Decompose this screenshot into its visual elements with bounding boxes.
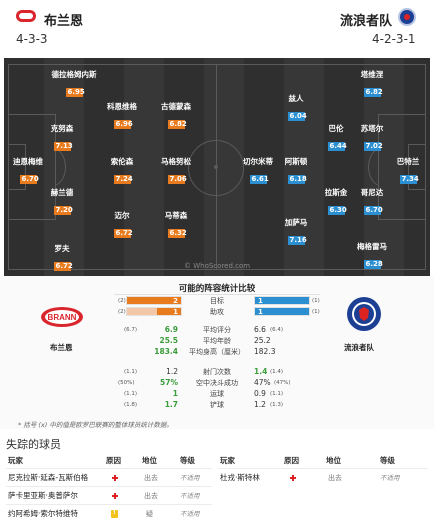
stat-row-goals: (2) 2 目标 1 (1) bbox=[118, 296, 320, 305]
player-rating: 7.13 bbox=[53, 142, 73, 151]
rangers-logo-icon bbox=[347, 297, 381, 331]
player-rating: 6.72 bbox=[113, 229, 133, 238]
home-player[interactable]: 科恩维格 6.96 bbox=[107, 102, 137, 129]
away-player[interactable]: 阿斯顿 6.18 bbox=[284, 157, 308, 184]
player-rating: 6.82 bbox=[167, 120, 187, 129]
player-rating: 7.02 bbox=[363, 142, 383, 151]
stat-row-height: 183.4 平均身高（厘米） 182.3 bbox=[154, 347, 276, 356]
home-formation: 4-3-3 bbox=[16, 32, 48, 46]
stat-row-dribbles: (1.1) 1 运球 0.9 (1.1) bbox=[124, 389, 284, 398]
player-rating: 6.72 bbox=[53, 262, 73, 271]
player-rating: 6.04 bbox=[287, 112, 307, 121]
away-player[interactable]: 拉斯金 6.30 bbox=[324, 188, 348, 215]
away-player[interactable]: 塔维涅 6.82 bbox=[360, 70, 384, 97]
player-rating: 6.32 bbox=[167, 229, 187, 238]
match-header: 布兰恩 4-3-3 流浪者队 4-2-3-1 bbox=[0, 0, 434, 58]
home-player[interactable]: 马蒂森 6.32 bbox=[164, 211, 188, 238]
svg-text:BRANN: BRANN bbox=[48, 313, 77, 322]
player-rating: 7.20 bbox=[53, 206, 73, 215]
away-player[interactable]: 切尔米蒂 6.61 bbox=[243, 157, 273, 184]
player-rating: 6.70 bbox=[19, 175, 39, 184]
away-player[interactable]: 梅格雷马 6.28 bbox=[357, 242, 387, 269]
missing-player-link[interactable]: 约阿希姆·索尔特维特 bbox=[8, 509, 78, 518]
table-row: 萨卡里亚斯·奥普萨尔 出去 不适用 bbox=[6, 486, 212, 504]
away-team-label: 流浪者队 bbox=[344, 343, 374, 352]
home-player[interactable]: 古德蒙森 6.82 bbox=[161, 102, 191, 129]
home-player[interactable]: 马格努松 7.06 bbox=[161, 157, 191, 184]
stat-row-age: 25.5 平均年龄 25.2 bbox=[159, 336, 271, 345]
home-player[interactable]: 德拉格姆内斯 6.95 bbox=[51, 70, 97, 97]
table-row: 约阿希姆·索尔特维特 疑 不适用 bbox=[6, 504, 212, 522]
away-player[interactable]: 加萨马 7.16 bbox=[284, 218, 308, 245]
player-rating: 6.95 bbox=[65, 88, 85, 97]
player-rating: 6.82 bbox=[363, 88, 383, 97]
lineup-comparison: 可能的阵容统计比较 BRANN 布兰恩 流浪者队 (2) 2 目标 bbox=[0, 276, 434, 429]
away-assists-bar bbox=[255, 308, 309, 315]
stat-row-shots: (1.1) 1.2 射门次数 1.4 (1.4) bbox=[124, 367, 284, 376]
stat-row-tackles: (1.8) 1.7 铲球 1.2 (1.3) bbox=[124, 400, 284, 409]
doubtful-icon bbox=[111, 509, 118, 518]
player-rating: 6.44 bbox=[327, 142, 347, 151]
stat-row-aerial: (50%) 57% 空中决斗成功 47% (47%) bbox=[118, 378, 291, 387]
comparison-footnote: * 括号 (x) 中的值是欧罗巴联赛的整体球员统计数据。 bbox=[18, 421, 173, 429]
home-player[interactable]: 迈尔 6.72 bbox=[113, 211, 133, 238]
stat-row-assists: (2) 1 助攻 1 (1) bbox=[118, 307, 320, 316]
missing-player-link[interactable]: 萨卡里亚斯·奥普萨尔 bbox=[8, 491, 78, 500]
player-rating: 6.61 bbox=[249, 175, 269, 184]
table-row: 尼克拉斯·延森-瓦斯伯格 出去 不适用 bbox=[6, 468, 212, 486]
watermark: © WhoScored.com bbox=[184, 262, 251, 270]
away-player[interactable]: 苏塔尔 7.02 bbox=[360, 124, 384, 151]
away-goals-bar bbox=[255, 297, 309, 304]
missing-table-home: 玩家 原因 地位 等级 尼克拉斯·延森-瓦斯伯格 出去 不适用 萨卡里亚斯·奥普… bbox=[6, 454, 212, 532]
home-team-name[interactable]: 布兰恩 bbox=[44, 14, 84, 29]
away-player[interactable]: 兹人 6.04 bbox=[287, 94, 307, 121]
stat-row-rating: (6.7) 6.9 平均评分 6.6 (6.4) bbox=[124, 325, 284, 334]
home-player[interactable]: 克努森 7.13 bbox=[50, 124, 74, 151]
away-formation: 4-2-3-1 bbox=[372, 32, 416, 46]
comparison-title: 可能的阵容统计比较 bbox=[178, 284, 256, 294]
missing-table-away: 玩家 原因 地位 等级 杜戎·斯特林 出去 不适用 bbox=[218, 454, 428, 532]
rangers-crest-icon bbox=[398, 8, 416, 26]
missing-player-link[interactable]: 杜戎·斯特林 bbox=[220, 473, 260, 482]
away-team-name[interactable]: 流浪者队 bbox=[340, 14, 393, 29]
away-player[interactable]: 巴伦 6.44 bbox=[327, 124, 347, 151]
home-player[interactable]: 赫兰德 7.20 bbox=[50, 188, 74, 215]
home-player[interactable]: 索伦森 7.24 bbox=[110, 157, 134, 184]
missing-player-link[interactable]: 尼克拉斯·延森-瓦斯伯格 bbox=[8, 473, 89, 482]
player-rating: 7.24 bbox=[113, 175, 133, 184]
player-rating: 6.30 bbox=[327, 206, 347, 215]
away-player[interactable]: 巴特兰 7.34 bbox=[396, 157, 420, 184]
home-player[interactable]: 迪恩梅维 6.70 bbox=[13, 157, 43, 184]
away-player[interactable]: 哥尼达 6.70 bbox=[360, 188, 384, 215]
player-rating: 6.18 bbox=[287, 175, 307, 184]
home-team-label: 布兰恩 bbox=[50, 343, 73, 352]
table-row: 杜戎·斯特林 出去 不适用 bbox=[218, 468, 428, 486]
player-rating: 7.34 bbox=[399, 175, 419, 184]
home-assists-bar bbox=[127, 308, 181, 315]
player-rating: 7.06 bbox=[167, 175, 187, 184]
player-rating: 6.96 bbox=[113, 120, 133, 129]
brann-logo-icon: BRANN bbox=[41, 307, 83, 327]
player-rating: 6.28 bbox=[363, 260, 383, 269]
player-rating: 6.70 bbox=[363, 206, 383, 215]
formation-pitch: 德拉格姆内斯 6.95 科恩维格 6.96 古德蒙森 6.82 克努森 7.13… bbox=[4, 58, 430, 276]
missing-title: 失踪的球员 bbox=[6, 438, 61, 451]
injury-icon bbox=[290, 475, 296, 481]
missing-players: 失踪的球员 玩家 原因 地位 等级 尼克拉斯·延森-瓦斯伯格 出去 不适用 萨卡… bbox=[0, 432, 434, 532]
brann-crest-icon bbox=[16, 10, 36, 22]
player-rating: 7.16 bbox=[287, 236, 307, 245]
home-goals-bar bbox=[127, 297, 181, 304]
home-player[interactable]: 罗夫 6.72 bbox=[53, 244, 73, 271]
injury-icon bbox=[112, 475, 118, 481]
injury-icon bbox=[112, 493, 118, 499]
